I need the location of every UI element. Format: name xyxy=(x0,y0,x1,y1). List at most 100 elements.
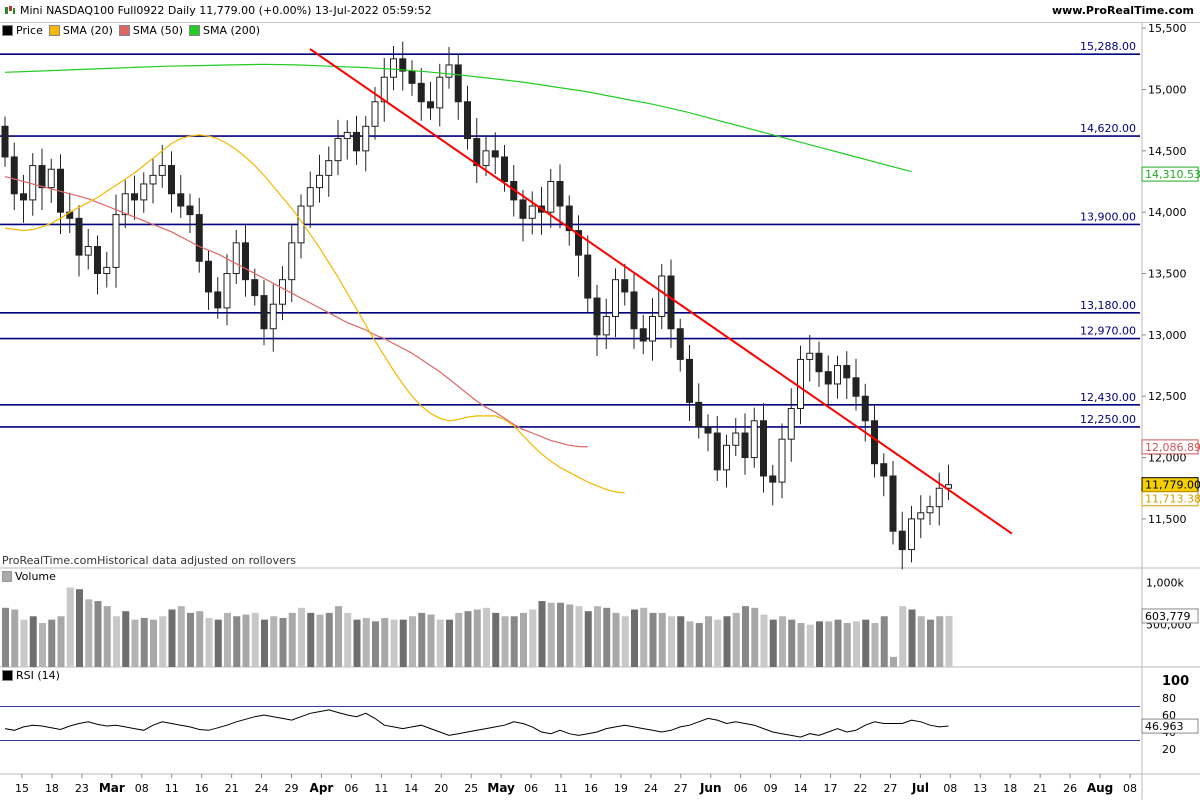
price-candle xyxy=(371,87,379,140)
volume-bar xyxy=(150,619,157,667)
volume-bar xyxy=(57,616,65,667)
price-candle xyxy=(260,280,268,346)
volume-bar xyxy=(418,612,426,667)
volume-bar xyxy=(372,621,379,667)
chart-type-icon xyxy=(5,6,15,14)
tag-box xyxy=(1141,439,1199,455)
price-candle xyxy=(898,511,906,570)
x-tick-label: 29 xyxy=(285,782,299,795)
price-candle xyxy=(316,154,323,203)
legend-label: SMA (50) xyxy=(132,24,183,37)
x-tick-label: 15 xyxy=(15,782,29,795)
candle-body xyxy=(38,165,46,189)
volume-bar xyxy=(205,617,213,667)
candle-body xyxy=(177,193,185,207)
volume-bar xyxy=(39,623,46,667)
price-candle xyxy=(667,259,675,348)
price-candle xyxy=(834,355,841,399)
x-tick-label: 11 xyxy=(374,782,388,795)
price-candle xyxy=(787,388,795,462)
price-candle xyxy=(945,464,952,501)
candle-body xyxy=(121,193,129,216)
legend-swatch xyxy=(118,25,130,36)
x-tick-label: 14 xyxy=(404,782,418,795)
candle-body xyxy=(94,246,101,275)
candle-body xyxy=(195,214,203,262)
x-tick-label: 11 xyxy=(165,782,179,795)
price-tick-label: 15,500 xyxy=(1148,22,1187,35)
volume-bar xyxy=(390,619,398,667)
price-candle xyxy=(195,197,203,273)
volume-value-label: 603,779 xyxy=(1145,610,1191,623)
legend-label: SMA (200) xyxy=(203,24,261,37)
candle-body xyxy=(630,291,638,330)
candle-body xyxy=(251,279,259,297)
volume-bar xyxy=(769,619,777,667)
volume-bar xyxy=(270,616,278,667)
rsi-value-label: 46.963 xyxy=(1145,720,1184,733)
candle-body xyxy=(158,165,166,176)
candle-body xyxy=(288,242,296,281)
price-candle xyxy=(232,229,240,284)
tag-box xyxy=(1141,166,1199,182)
legend-swatch xyxy=(48,25,60,36)
candle-body xyxy=(917,512,925,520)
x-tick-label: Mar xyxy=(99,781,125,795)
price-tick-label: 13,500 xyxy=(1148,268,1187,281)
volume-bar xyxy=(714,619,722,667)
price-candle xyxy=(621,263,629,306)
candle-body xyxy=(797,358,804,409)
volume-bar xyxy=(94,601,102,667)
candle-body xyxy=(852,377,860,397)
volume-bar xyxy=(140,617,148,667)
candle-body xyxy=(575,230,582,256)
volume-bar xyxy=(917,616,925,667)
price-candle xyxy=(852,358,860,411)
candle-body xyxy=(861,395,869,422)
price-candle xyxy=(214,277,222,319)
candle-body xyxy=(149,174,157,185)
volume-bar xyxy=(547,602,555,667)
candle-body xyxy=(47,168,55,189)
price-tick-label: 13,000 xyxy=(1148,329,1187,342)
candle-body xyxy=(408,70,416,84)
volume-bar xyxy=(927,619,934,667)
price-candle xyxy=(880,453,888,497)
volume-bar xyxy=(455,612,463,667)
volume-bar xyxy=(464,611,472,667)
candle-body xyxy=(436,76,444,109)
volume-bar xyxy=(668,616,675,667)
level-label: 12,430.00 xyxy=(1080,391,1136,404)
candle-body xyxy=(103,266,111,275)
price-candle xyxy=(94,235,101,295)
candle-body xyxy=(704,426,712,434)
candle-body xyxy=(612,279,619,317)
volume-bar xyxy=(575,606,583,667)
price-candle xyxy=(140,172,148,213)
price-candle xyxy=(353,115,360,165)
chart-canvas[interactable]: 11,500 12,000 12,500 13,000 13,500 14,000 14,5… xyxy=(0,22,1200,800)
price-candle xyxy=(408,60,416,96)
candle-body xyxy=(787,407,795,440)
price-legend: Price SMA (20) SMA (50) SMA (200) xyxy=(2,24,267,37)
candle-body xyxy=(880,463,888,477)
price-candle xyxy=(741,413,749,475)
candle-body xyxy=(260,295,268,330)
candle-body xyxy=(676,328,684,360)
x-tick-label: Aug xyxy=(1087,781,1113,795)
volume-bar xyxy=(446,619,453,667)
price-candle xyxy=(473,118,481,184)
price-candle xyxy=(491,132,499,175)
candle-body xyxy=(464,101,471,140)
volume-bar xyxy=(251,612,259,667)
volume-legend-label: Volume xyxy=(15,570,56,583)
price-candle xyxy=(815,341,823,387)
candle-body xyxy=(806,352,814,360)
price-candle xyxy=(251,268,259,306)
candle-body xyxy=(602,315,610,336)
price-candle xyxy=(695,383,703,439)
price-candle xyxy=(750,407,758,468)
candle-body xyxy=(482,150,490,167)
price-candle xyxy=(602,298,610,349)
volume-bar xyxy=(510,616,518,667)
